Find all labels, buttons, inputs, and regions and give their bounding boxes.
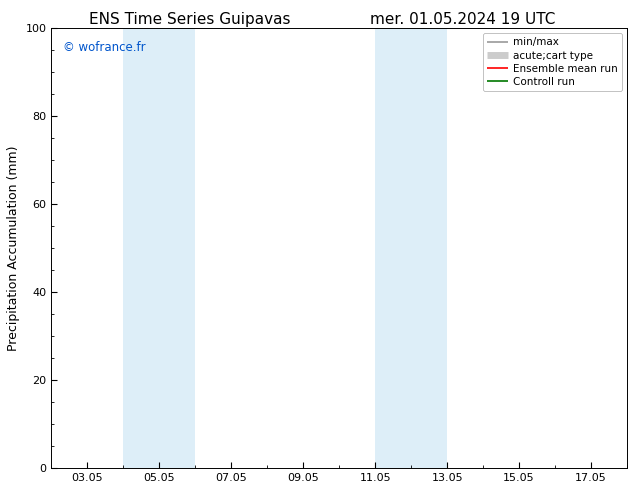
Text: © wofrance.fr: © wofrance.fr [63,41,145,54]
Y-axis label: Precipitation Accumulation (mm): Precipitation Accumulation (mm) [7,146,20,351]
Legend: min/max, acute;cart type, Ensemble mean run, Controll run: min/max, acute;cart type, Ensemble mean … [482,33,622,91]
Bar [124,28,195,468]
Text: ENS Time Series Guipavas: ENS Time Series Guipavas [89,12,291,27]
Text: mer. 01.05.2024 19 UTC: mer. 01.05.2024 19 UTC [370,12,555,27]
Bar [375,28,447,468]
